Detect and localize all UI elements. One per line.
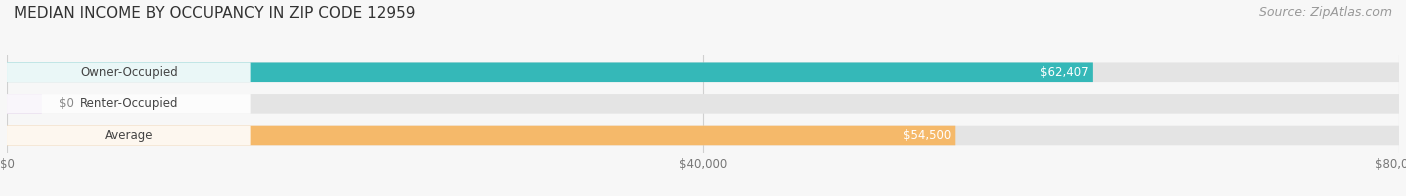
FancyBboxPatch shape	[7, 63, 250, 82]
Text: Average: Average	[104, 129, 153, 142]
Text: MEDIAN INCOME BY OCCUPANCY IN ZIP CODE 12959: MEDIAN INCOME BY OCCUPANCY IN ZIP CODE 1…	[14, 6, 416, 21]
Text: $0: $0	[59, 97, 73, 110]
FancyBboxPatch shape	[7, 94, 1399, 114]
FancyBboxPatch shape	[7, 63, 1092, 82]
FancyBboxPatch shape	[7, 126, 1399, 145]
FancyBboxPatch shape	[7, 94, 42, 114]
Text: Owner-Occupied: Owner-Occupied	[80, 66, 177, 79]
FancyBboxPatch shape	[7, 63, 1399, 82]
Text: $54,500: $54,500	[903, 129, 950, 142]
FancyBboxPatch shape	[7, 126, 955, 145]
Text: $62,407: $62,407	[1040, 66, 1088, 79]
Text: Source: ZipAtlas.com: Source: ZipAtlas.com	[1258, 6, 1392, 19]
FancyBboxPatch shape	[7, 94, 250, 114]
FancyBboxPatch shape	[7, 126, 250, 145]
Text: Renter-Occupied: Renter-Occupied	[80, 97, 179, 110]
